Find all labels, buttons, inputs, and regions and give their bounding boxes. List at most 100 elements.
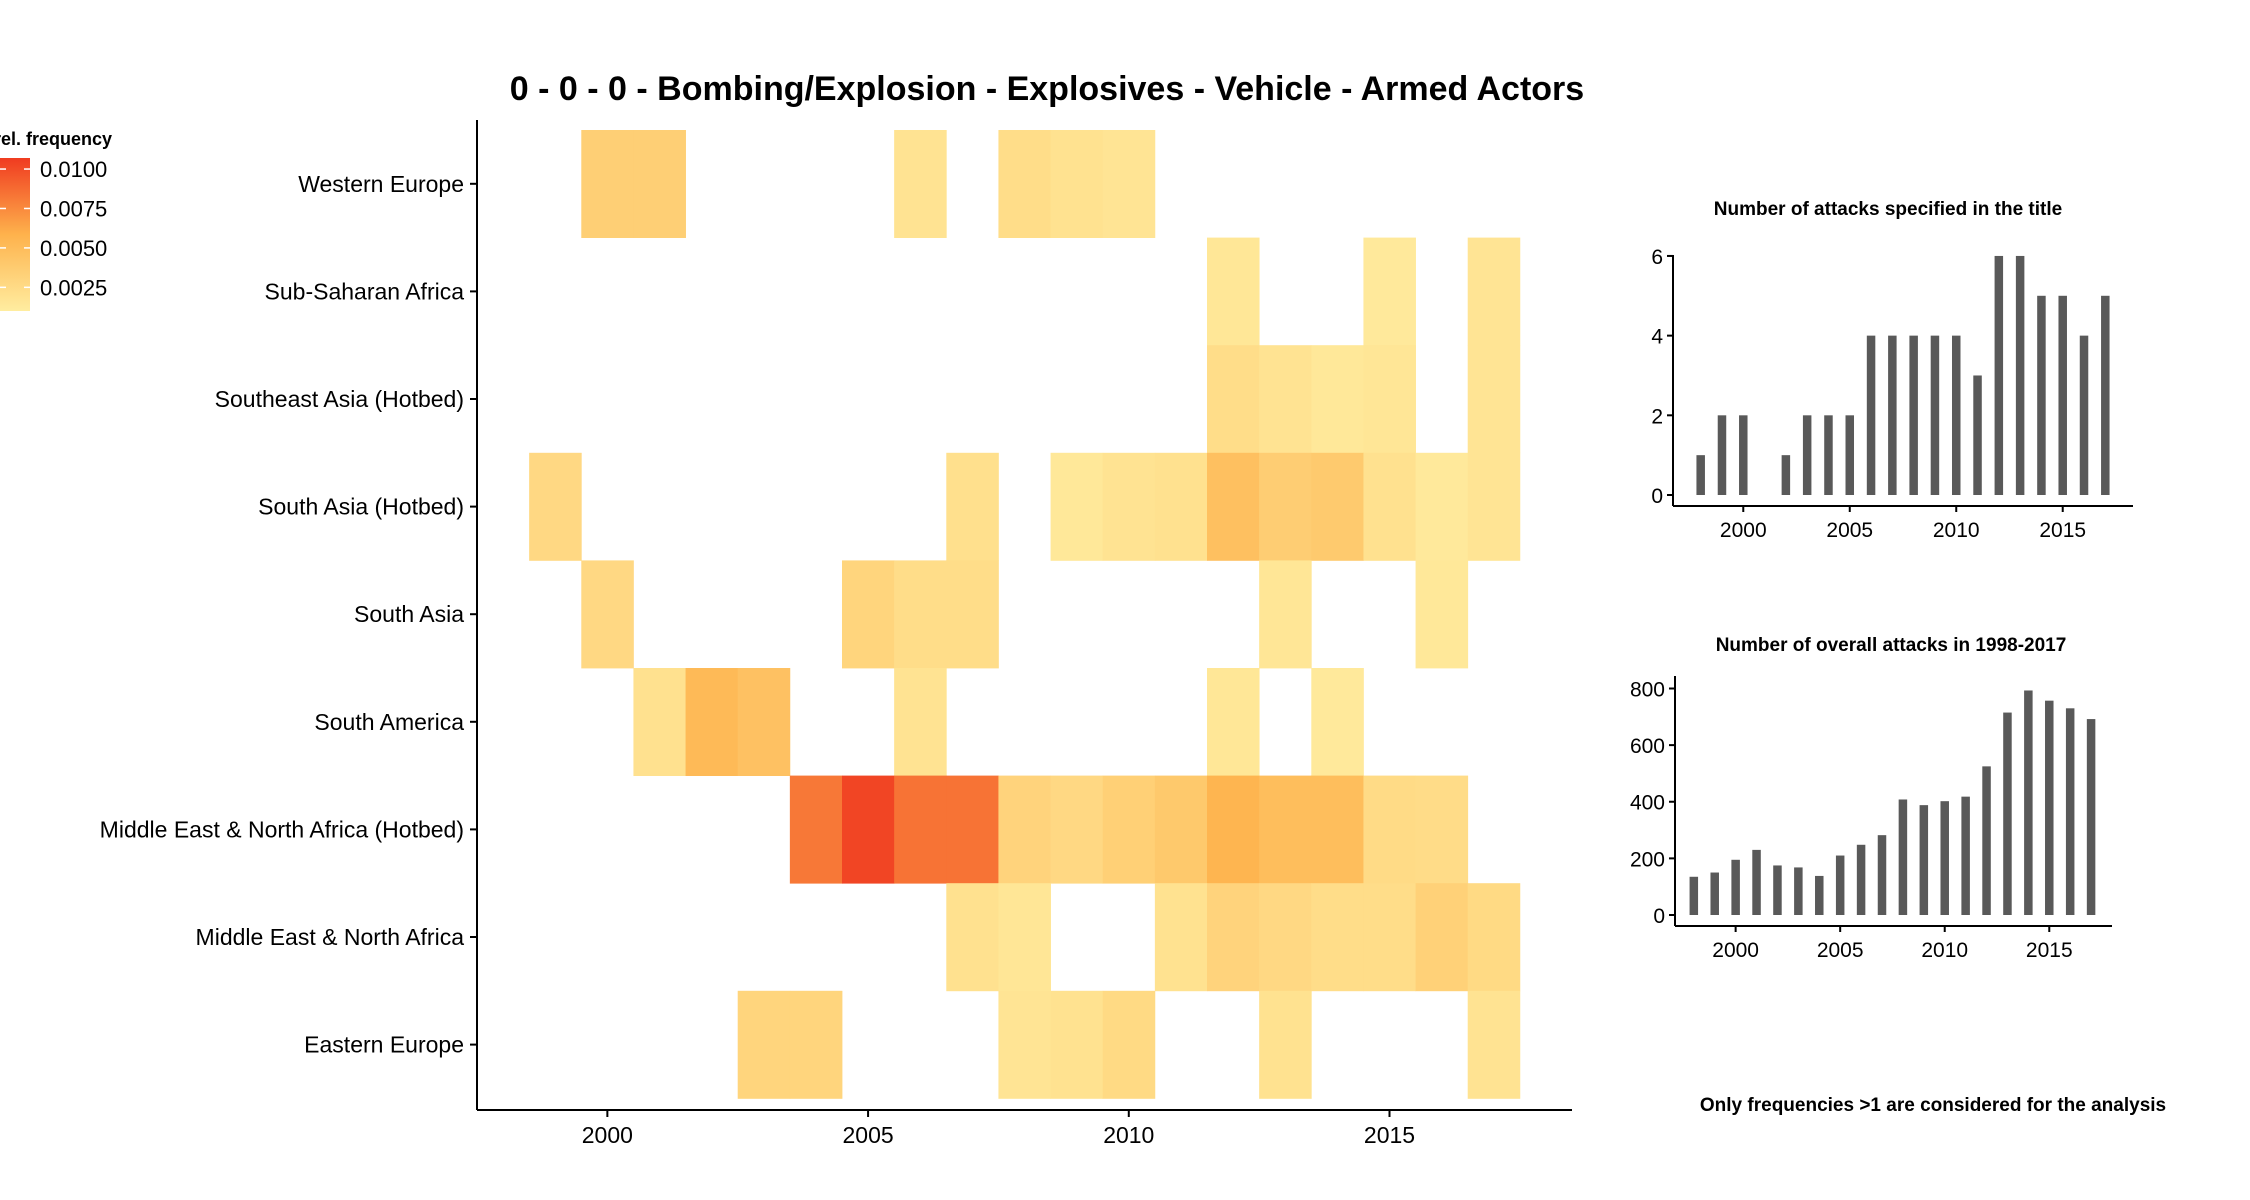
heatmap-cell [1050,990,1104,1099]
bar [1973,375,1982,495]
heatmap-cell [894,560,947,669]
heatmap-y-tick-label: Sub-Saharan Africa [265,278,465,304]
bar [1773,865,1782,915]
bar [1794,867,1803,915]
bar-chart-overall-plot: 0 200 400 600 800 2000 2005 2010 2015 [1630,676,2112,962]
heatmap-cell [1259,883,1312,992]
bar [1710,872,1719,915]
legend-tick-label: 0.0050 [40,236,107,261]
heatmap-title: 0 - 0 - 0 - Bombing/Explosion - Explosiv… [510,70,1584,108]
y-tick-label: 2 [1651,405,1663,428]
heatmap-cell [789,990,843,1099]
heatmap-cell [1363,883,1416,992]
bar [1802,415,1812,495]
heatmap-cell [998,130,1051,238]
x-tick-label: 2000 [1720,519,1767,542]
heatmap-cell [1467,237,1521,346]
bar [2079,335,2089,495]
heatmap-cell [1154,775,1208,884]
y-tick-label: 0 [1653,905,1665,928]
heatmap-cell [1207,775,1260,884]
heatmap-cell [789,775,843,884]
heatmap-y-tick-label: Southeast Asia (Hotbed) [215,386,464,412]
legend-tick-label: 0.0100 [40,157,107,182]
heatmap-cell [998,990,1051,1099]
heatmap-cell [1207,345,1260,454]
bar [1982,766,1991,915]
heatmap-cell [1154,883,1208,992]
y-tick-label: 800 [1630,678,1665,701]
bar [2086,719,2096,915]
bar [1866,335,1876,495]
bar [1731,859,1740,915]
heatmap-x-tick-label: 2000 [582,1122,633,1148]
bar [2003,712,2012,915]
heatmap-y-tick-label: South Asia (Hotbed) [258,494,464,520]
bar [2045,700,2054,915]
heatmap-cell [1102,452,1156,561]
heatmap-x-tick-label: 2010 [1103,1122,1154,1148]
heatmap-y-tick-label: South America [314,709,464,735]
heatmap-cell [946,452,999,561]
bar [2024,690,2033,915]
bar [2101,295,2110,495]
bar [1845,415,1855,495]
heatmap-cell [946,560,999,669]
bar [1951,335,1961,495]
x-tick-label: 2015 [2039,519,2086,542]
heatmap-cell [1207,668,1260,776]
footnote: Only frequencies >1 are considered for t… [1700,1095,2166,1116]
heatmap-cell [633,668,686,776]
x-tick-label: 2010 [1921,939,1968,962]
heatmap-cell [894,130,947,238]
x-tick-label: 2015 [2026,939,2073,962]
bar [1815,875,1824,915]
bar [1835,855,1845,915]
bar [1940,801,1949,915]
heatmap-cell [1311,883,1364,992]
heatmap-cell [1050,130,1104,238]
heatmap-cell [1102,130,1156,238]
bar [1888,335,1897,495]
heatmap-cell [529,452,582,561]
heatmap-cell [1467,452,1521,561]
x-tick-label: 2010 [1933,519,1980,542]
bar-chart-specified: Number of attacks specified in the title… [1651,199,2133,542]
bar [1961,796,1970,915]
heatmap-cell [998,775,1051,884]
heatmap-cell [1415,775,1469,884]
heatmap-axes: Western Europe Sub-Saharan Africa Southeas… [100,120,1572,1148]
bar [1696,455,1705,495]
bar [1898,799,1908,915]
legend-ticks: 0.0100 0.0075 0.0050 0.0025 [0,157,107,300]
bar [1752,849,1761,915]
bar [1739,415,1748,495]
y-tick-label: 6 [1651,246,1663,269]
heatmap-cell [946,775,999,884]
heatmap-cell [737,990,791,1099]
bar-chart-specified-plot: 0 2 4 6 2000 2005 2010 2015 [1651,246,2133,542]
bar [1994,255,2004,495]
heatmap-cell [1207,237,1260,346]
heatmap-cell [946,883,999,992]
heatmap-cell [1207,452,1260,561]
heatmap-cell [1050,775,1104,884]
heatmap-cell [894,775,947,884]
heatmap-cell [1154,452,1208,561]
y-tick-label: 400 [1630,792,1665,815]
heatmap-cell [737,668,791,776]
heatmap-cell [1102,775,1156,884]
heatmap-cell [1467,990,1521,1099]
bar [1781,455,1791,495]
bar [1824,415,1833,495]
heatmap-cell [1311,452,1364,561]
heatmap-cell [1467,345,1521,454]
bar [1919,805,1929,915]
heatmap-y-tick-label: Middle East & North Africa (Hotbed) [100,816,464,842]
heatmap-x-tick-label: 2005 [842,1122,893,1148]
heatmap-cell [1259,560,1312,669]
heatmap-cell [842,775,895,884]
heatmap-y-tick-label: South Asia [354,601,464,627]
heatmap-cell [894,668,947,776]
